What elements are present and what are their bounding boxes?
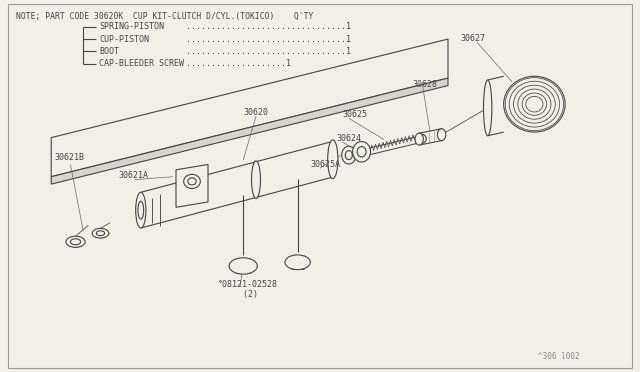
Ellipse shape [526, 96, 543, 112]
Ellipse shape [92, 228, 109, 238]
Text: ................................1: ................................1 [186, 35, 351, 44]
Text: 30621B: 30621B [54, 153, 84, 162]
Ellipse shape [184, 174, 200, 189]
Ellipse shape [484, 80, 492, 136]
Text: 30621A: 30621A [118, 171, 148, 180]
Text: CAP-BLEEDER SCREW: CAP-BLEEDER SCREW [99, 59, 184, 68]
Ellipse shape [504, 76, 565, 132]
Text: 30628: 30628 [413, 80, 438, 89]
Ellipse shape [66, 236, 85, 247]
Text: 30627: 30627 [461, 34, 486, 43]
Text: ................................1: ................................1 [186, 47, 351, 56]
Ellipse shape [70, 239, 81, 245]
Ellipse shape [419, 135, 426, 143]
Text: 30625A: 30625A [310, 160, 340, 169]
Text: 30624: 30624 [336, 134, 361, 143]
Text: NOTE; PART CODE 30620K  CUP KIT-CLUTCH D/CYL.(TOKICO)    Q'TY: NOTE; PART CODE 30620K CUP KIT-CLUTCH D/… [16, 12, 314, 21]
Ellipse shape [505, 78, 564, 131]
Text: BOOT: BOOT [99, 47, 119, 56]
Polygon shape [51, 78, 448, 184]
Text: °08121-02528
     (2): °08121-02528 (2) [218, 280, 278, 299]
Text: SPRING-PISTON: SPRING-PISTON [99, 22, 164, 31]
Text: 30620: 30620 [243, 108, 268, 117]
Ellipse shape [188, 178, 196, 185]
Ellipse shape [513, 85, 556, 123]
Ellipse shape [285, 255, 310, 270]
Polygon shape [176, 164, 208, 207]
Text: CUP-PISTON: CUP-PISTON [99, 35, 149, 44]
Ellipse shape [229, 258, 257, 274]
Ellipse shape [353, 142, 371, 162]
Ellipse shape [342, 146, 356, 164]
Ellipse shape [509, 81, 559, 127]
Text: ....................1: ....................1 [186, 59, 291, 68]
Ellipse shape [136, 192, 146, 228]
Text: 30625: 30625 [342, 110, 367, 119]
Text: ^306 l002: ^306 l002 [538, 352, 579, 361]
Text: ................................1: ................................1 [186, 22, 351, 31]
Ellipse shape [96, 231, 105, 236]
Ellipse shape [328, 140, 338, 179]
Ellipse shape [438, 129, 445, 141]
Ellipse shape [252, 161, 260, 198]
Ellipse shape [346, 151, 352, 160]
Polygon shape [51, 39, 448, 177]
Ellipse shape [522, 93, 547, 115]
Ellipse shape [518, 89, 551, 119]
Ellipse shape [357, 147, 366, 157]
Ellipse shape [415, 133, 424, 145]
Ellipse shape [138, 201, 144, 219]
